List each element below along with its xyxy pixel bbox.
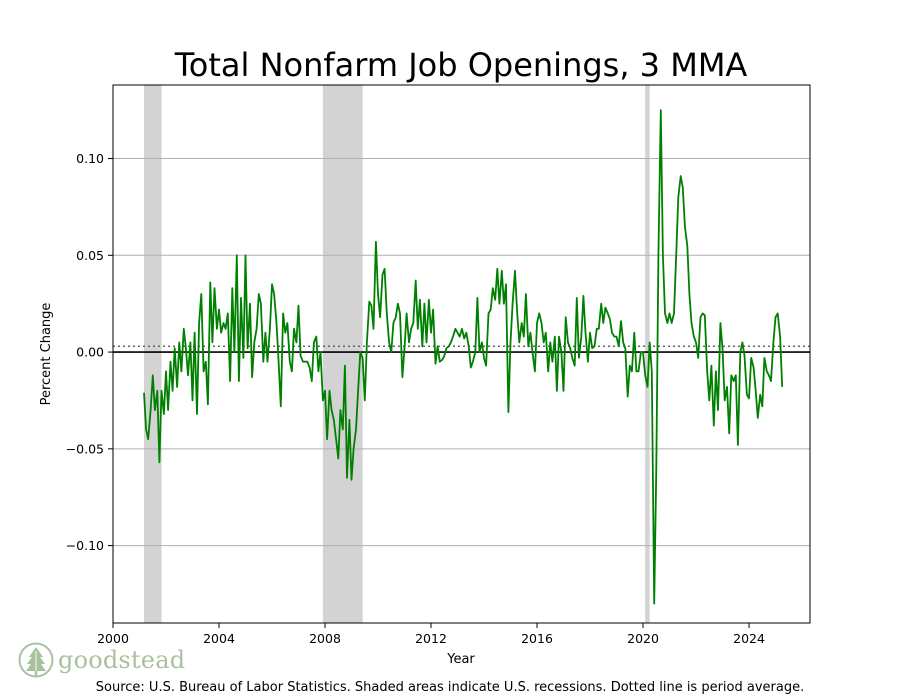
x-tick-label: 2012 (415, 631, 447, 646)
x-tick-label: 2008 (309, 631, 341, 646)
recession-shade (322, 85, 363, 623)
y-tick-label: 0.05 (76, 248, 104, 263)
tree-icon (18, 642, 54, 678)
y-tick-label: −0.10 (66, 538, 104, 553)
x-tick-label: 2000 (97, 631, 129, 646)
x-tick-label: 2016 (521, 631, 553, 646)
series-line (143, 109, 784, 605)
chart-title: Total Nonfarm Job Openings, 3 MMA (174, 46, 748, 84)
recession-shade (645, 85, 650, 623)
source-note: Source: U.S. Bureau of Labor Statistics.… (95, 680, 805, 695)
plot-frame (112, 84, 811, 624)
x-tick-label: 2024 (733, 631, 765, 646)
x-tick-label: 2020 (627, 631, 659, 646)
logo-text: goodstead (58, 646, 186, 674)
y-tick-label: −0.05 (66, 441, 104, 456)
goodstead-logo: goodstead (18, 641, 185, 679)
y-tick-label: 0.00 (76, 345, 104, 360)
x-tick-label: 2004 (203, 631, 235, 646)
x-axis-label: Year (446, 652, 475, 667)
y-tick-label: 0.10 (76, 151, 104, 166)
recession-shade (144, 85, 162, 623)
y-axis-label: Percent Change (39, 303, 54, 406)
